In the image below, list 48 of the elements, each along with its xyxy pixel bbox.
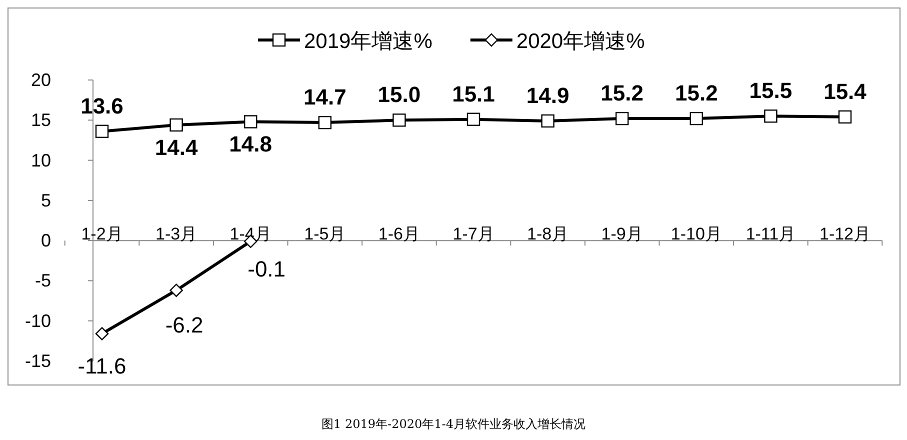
data-label: 13.6	[80, 93, 124, 118]
x-tick-label: 1-9月	[601, 224, 643, 244]
x-tick-label: 1-11月	[746, 224, 796, 244]
caption: 图1 2019年-2020年1-4月软件业务收入增长情况	[322, 417, 586, 431]
data-label: -11.6	[78, 354, 126, 379]
legend-label: 2020年增速%	[516, 30, 645, 53]
point	[95, 327, 109, 340]
y-tick-label: 15	[30, 110, 51, 130]
y-tick-label: -15	[24, 351, 51, 371]
y-tick-label: 10	[30, 150, 51, 170]
data-label: 14.8	[229, 132, 272, 157]
x-tick-label: 1-10月	[670, 224, 722, 244]
legend-label: 2019年增速%	[304, 30, 432, 53]
point	[318, 116, 332, 130]
data-label: -6.2	[165, 312, 204, 338]
point	[170, 284, 183, 297]
data-label: 14.7	[303, 84, 346, 110]
data-label: -0.1	[248, 256, 286, 282]
data-label: 14.4	[154, 134, 198, 160]
data-label: 15.4	[824, 78, 868, 104]
x-tick-label: 1-3月	[156, 224, 198, 244]
y-tick-label: 0	[40, 230, 51, 251]
point	[616, 112, 629, 126]
point	[95, 124, 109, 138]
data-label: 15.2	[674, 80, 718, 106]
x-tick-label: 1-5月	[304, 224, 346, 244]
y-tick-label: 5	[40, 190, 51, 210]
data-label: 15.0	[378, 82, 421, 108]
point	[466, 112, 480, 126]
x-tick-label: 1-2月	[81, 224, 123, 244]
y-tick-label: -10	[24, 310, 51, 331]
point	[690, 112, 703, 126]
data-label: 15.1	[452, 81, 495, 106]
point	[170, 118, 183, 132]
data-label: 15.5	[749, 78, 792, 104]
x-tick-label: 1-6月	[378, 224, 420, 244]
point	[764, 110, 778, 123]
y-tick-label: 20	[30, 70, 51, 90]
point	[838, 110, 852, 124]
point	[392, 114, 406, 127]
point	[541, 114, 554, 128]
data-label: 14.9	[526, 82, 570, 108]
x-tick-label: 1-8月	[527, 224, 569, 244]
x-tick-label: 1-12月	[819, 224, 871, 244]
point	[244, 115, 258, 128]
y-tick-label: -5	[34, 270, 51, 291]
x-tick-label: 1-7月	[452, 224, 494, 244]
data-label: 15.2	[600, 80, 644, 106]
